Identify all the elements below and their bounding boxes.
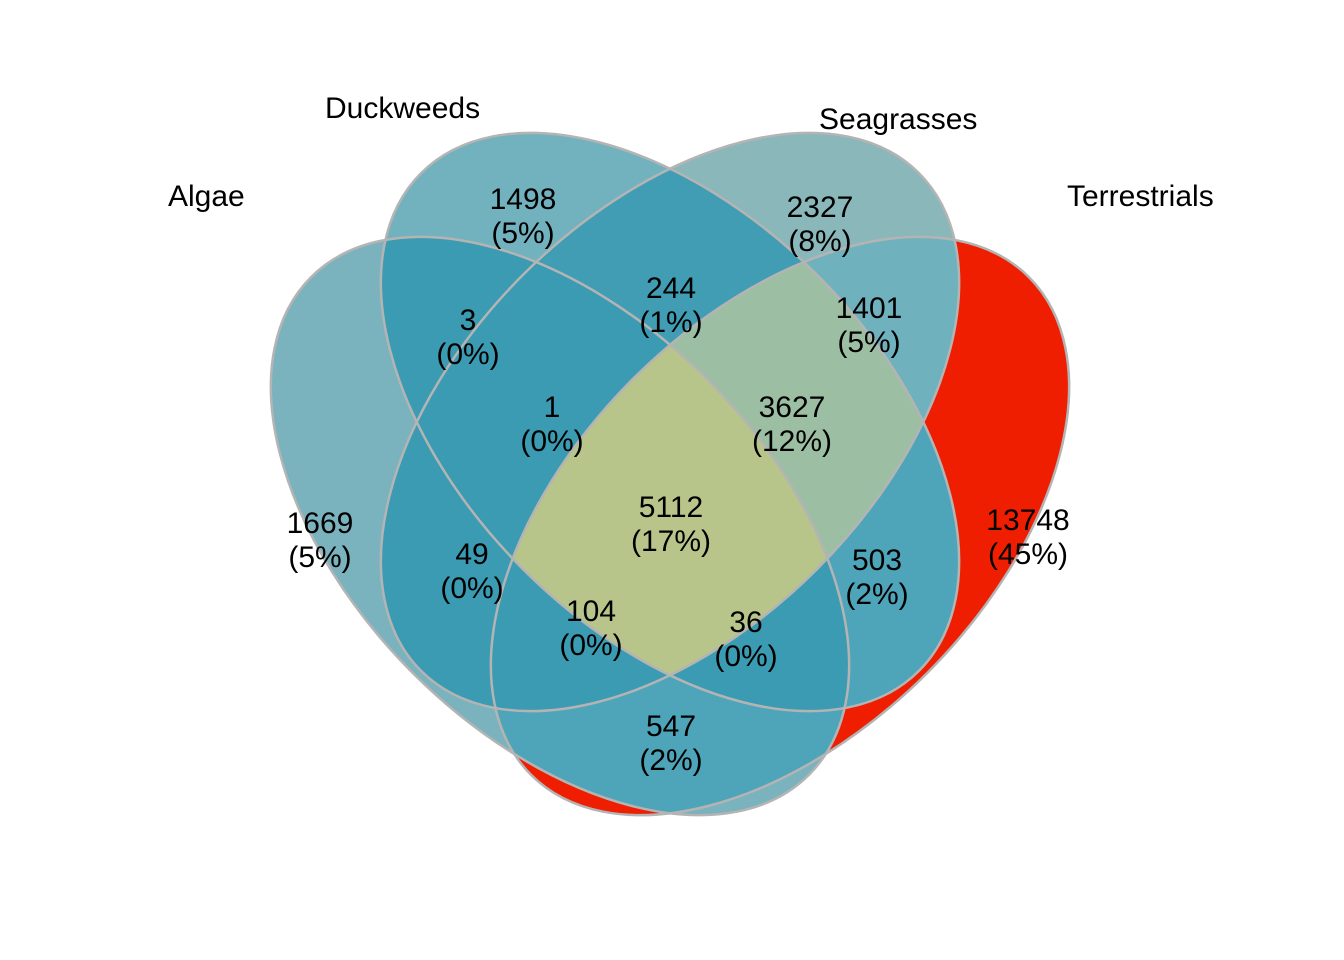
set-label-terrestrials: Terrestrials — [1067, 180, 1214, 213]
region-duckweeds-count: 1498 — [490, 183, 557, 216]
region-duckweeds-terrestrials-count: 503 — [852, 544, 902, 577]
region-algae-terrestrials-percent: (2%) — [639, 744, 702, 777]
region-algae-duckweeds-percent: (0%) — [436, 338, 499, 371]
region-algae-seagrasses-terrestrials-percent: (0%) — [559, 629, 622, 662]
region-algae-percent: (5%) — [288, 541, 351, 574]
region-seagrasses-terrestrials-percent: (5%) — [837, 326, 900, 359]
region-algae-duckweeds-terrestrials-count: 36 — [729, 606, 762, 639]
region-terrestrials-count: 13748 — [986, 504, 1069, 537]
region-terrestrials-percent: (45%) — [988, 538, 1068, 571]
region-algae-count: 1669 — [287, 507, 354, 540]
region-algae-duckweeds-seagrasses-percent: (0%) — [520, 425, 583, 458]
region-duckweeds-seagrasses-terrestrials-count: 3627 — [759, 391, 826, 424]
region-algae-seagrasses-terrestrials-count: 104 — [566, 595, 616, 628]
region-seagrasses-terrestrials-count: 1401 — [836, 292, 903, 325]
region-duckweeds-seagrasses-percent: (1%) — [639, 306, 702, 339]
set-labels: Algae Duckweeds Seagrasses Terrestrials — [168, 92, 1214, 213]
region-seagrasses-percent: (8%) — [788, 225, 851, 258]
region-algae-seagrasses-count: 49 — [455, 538, 488, 571]
region-algae-seagrasses-percent: (0%) — [440, 572, 503, 605]
region-duckweeds-seagrasses-terrestrials-percent: (12%) — [752, 425, 832, 458]
region-duckweeds-percent: (5%) — [491, 217, 554, 250]
region-algae-duckweeds-seagrasses-count: 1 — [544, 391, 561, 424]
set-label-algae: Algae — [168, 180, 245, 213]
region-labels: 1669 (5%) 1498 (5%) 2327 (8%) 13748 (45%… — [287, 183, 1070, 777]
set-label-seagrasses: Seagrasses — [819, 103, 977, 136]
region-algae-duckweeds-count: 3 — [460, 304, 477, 337]
region-duckweeds-terrestrials-percent: (2%) — [845, 578, 908, 611]
region-all-four-percent: (17%) — [631, 525, 711, 558]
region-algae-terrestrials-count: 547 — [646, 710, 696, 743]
region-all-four-count: 5112 — [639, 491, 704, 524]
region-algae-duckweeds-terrestrials-percent: (0%) — [714, 640, 777, 673]
set-label-duckweeds: Duckweeds — [325, 92, 480, 125]
region-seagrasses-count: 2327 — [787, 191, 854, 224]
region-duckweeds-seagrasses-count: 244 — [646, 272, 696, 305]
